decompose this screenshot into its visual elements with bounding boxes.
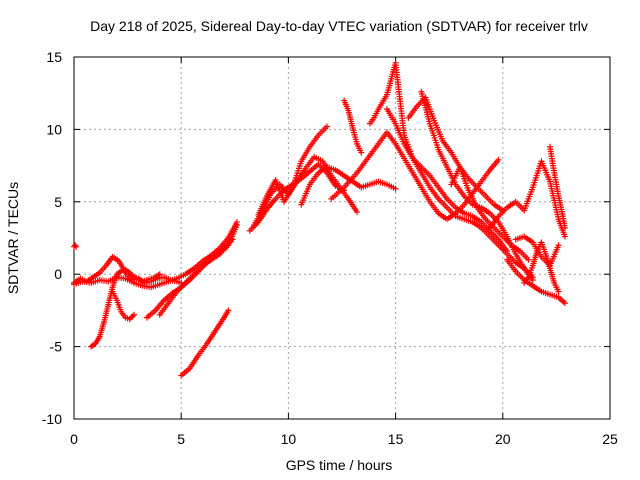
y-axis-label: SDTVAR / TECUs	[5, 182, 21, 294]
data-point	[131, 311, 138, 318]
x-axis-ticks: 0 5 10 15 20 25	[70, 57, 618, 447]
series-arc-17	[405, 94, 506, 214]
series-arc-23	[546, 143, 568, 231]
data-point	[128, 314, 135, 321]
series-arc-14	[328, 129, 502, 223]
series-arc-4	[109, 288, 138, 323]
series-arc-21	[504, 256, 568, 307]
series-arc-7	[156, 221, 240, 318]
series-arc-19	[448, 164, 532, 263]
data-point	[555, 288, 562, 295]
data-point	[72, 242, 79, 249]
data-point	[233, 221, 240, 228]
y-tick-label: 15	[46, 49, 62, 65]
data-point	[555, 242, 562, 249]
x-tick-label: 25	[602, 431, 618, 447]
plot-frame	[73, 56, 611, 420]
y-tick-label: -10	[42, 411, 62, 427]
series-arc-24	[521, 239, 562, 295]
series-arc-1	[71, 242, 80, 250]
x-tick-label: 20	[495, 431, 511, 447]
y-tick-label: 10	[46, 121, 62, 137]
data-point	[156, 271, 163, 278]
series-arc-11	[255, 123, 330, 218]
y-tick-label: 0	[54, 266, 62, 282]
y-axis-ticks: -10 -5 0 5 10 15	[42, 49, 610, 427]
plot-border	[73, 56, 611, 420]
data-point	[529, 276, 536, 283]
data-points	[71, 59, 568, 379]
data-point	[495, 156, 502, 163]
series-arc-20	[486, 158, 568, 240]
data-point	[561, 300, 568, 307]
data-point	[323, 123, 330, 130]
data-point	[525, 256, 532, 263]
series-arc-12	[298, 164, 399, 208]
x-axis-label: GPS time / hours	[286, 457, 393, 473]
data-point	[73, 243, 80, 250]
x-tick-label: 0	[70, 431, 78, 447]
series-arc-16	[384, 106, 536, 281]
series-arc-8	[178, 307, 232, 379]
data-point	[225, 307, 232, 314]
data-point	[354, 208, 361, 215]
data-point	[561, 224, 568, 231]
chart-title: Day 218 of 2025, Sidereal Day-to-day VTE…	[90, 18, 588, 34]
series-arc-13	[341, 97, 365, 156]
y-tick-label: -5	[50, 339, 63, 355]
x-tick-label: 15	[388, 431, 404, 447]
data-point	[358, 149, 365, 156]
x-tick-label: 5	[177, 431, 185, 447]
data-point	[392, 185, 399, 192]
data-point	[561, 233, 568, 240]
x-tick-label: 10	[281, 431, 297, 447]
y-tick-label: 5	[54, 194, 62, 210]
